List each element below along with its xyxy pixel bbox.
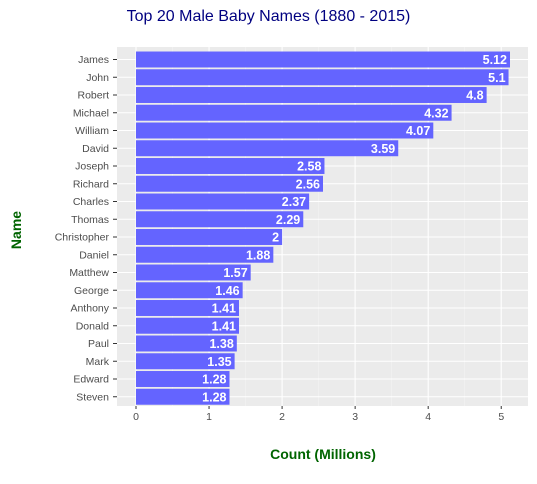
value-label: 1.41 bbox=[212, 319, 236, 333]
y-tick-label: Thomas bbox=[71, 214, 109, 226]
y-tick-label: Mark bbox=[86, 356, 110, 368]
y-tick-label: Edward bbox=[73, 374, 109, 386]
bar-joseph bbox=[136, 158, 325, 174]
x-tick-label: 3 bbox=[352, 411, 358, 423]
bar-david bbox=[136, 140, 399, 157]
y-tick-label: William bbox=[75, 125, 109, 137]
value-label: 1.46 bbox=[215, 284, 239, 298]
value-label: 1.28 bbox=[202, 373, 226, 387]
y-tick-label: Paul bbox=[88, 338, 109, 350]
bar-william bbox=[136, 122, 434, 139]
bar-steven bbox=[136, 388, 230, 405]
bar-john bbox=[136, 69, 509, 86]
value-label: 2.37 bbox=[282, 195, 306, 209]
bar-paul bbox=[136, 335, 237, 352]
bar-richard bbox=[136, 175, 323, 192]
y-tick-label: Michael bbox=[73, 107, 109, 119]
x-tick-label: 2 bbox=[279, 411, 285, 423]
y-tick-label: Robert bbox=[77, 90, 109, 102]
bar-donald bbox=[136, 317, 239, 334]
value-label: 2 bbox=[272, 231, 279, 245]
bar-edward bbox=[136, 371, 230, 387]
value-label: 1.38 bbox=[209, 337, 233, 351]
x-tick-label: 5 bbox=[498, 411, 504, 423]
y-axis-label: Name bbox=[8, 211, 24, 249]
x-axis-ticks: 0 1 2 3 4 5 bbox=[133, 406, 504, 423]
bar-james bbox=[136, 51, 510, 68]
value-label: 5.12 bbox=[483, 53, 507, 67]
y-tick-label: Richard bbox=[73, 178, 109, 190]
bar-mark bbox=[136, 353, 235, 370]
value-label: 2.56 bbox=[296, 177, 320, 191]
y-tick-label: David bbox=[82, 143, 109, 155]
bar-thomas bbox=[136, 211, 304, 228]
y-tick-label: Matthew bbox=[69, 267, 109, 279]
y-tick-label: Christopher bbox=[55, 232, 110, 244]
y-tick-label: Daniel bbox=[79, 249, 109, 261]
value-label: 1.88 bbox=[246, 248, 270, 262]
x-tick-label: 1 bbox=[206, 411, 212, 423]
bar-robert bbox=[136, 87, 487, 103]
value-label: 5.1 bbox=[488, 71, 505, 85]
value-labels: 5.125.14.84.324.073.592.582.562.372.2921… bbox=[202, 53, 507, 404]
bar-michael bbox=[136, 104, 452, 121]
value-label: 1.35 bbox=[207, 355, 231, 369]
value-label: 4.32 bbox=[424, 106, 448, 120]
y-tick-label: Charles bbox=[73, 196, 109, 208]
bar-matthew bbox=[136, 264, 251, 281]
x-axis-label: Count (Millions) bbox=[270, 446, 376, 462]
value-label: 4.8 bbox=[466, 89, 483, 103]
y-tick-label: Joseph bbox=[75, 161, 109, 173]
y-tick-label: George bbox=[74, 285, 109, 297]
bar-daniel bbox=[136, 246, 274, 263]
value-label: 2.29 bbox=[276, 213, 300, 227]
y-tick-label: John bbox=[86, 72, 109, 84]
value-label: 2.58 bbox=[297, 160, 321, 174]
x-tick-label: 0 bbox=[133, 411, 139, 423]
value-label: 1.41 bbox=[212, 302, 236, 316]
bar-george bbox=[136, 282, 243, 299]
bar-anthony bbox=[136, 300, 239, 316]
y-tick-label: Anthony bbox=[70, 303, 109, 315]
bar-christopher bbox=[136, 229, 283, 245]
y-tick-label: Steven bbox=[76, 391, 109, 403]
y-axis-ticks: James John Robert Michael William David Joseph… bbox=[55, 54, 117, 403]
value-label: 1.57 bbox=[223, 266, 247, 280]
bars bbox=[136, 51, 510, 405]
value-label: 3.59 bbox=[371, 142, 395, 156]
y-tick-label: Donald bbox=[76, 320, 109, 332]
bar-charles bbox=[136, 193, 310, 210]
value-label: 1.28 bbox=[202, 390, 226, 404]
x-tick-label: 4 bbox=[425, 411, 431, 423]
chart-title: Top 20 Male Baby Names (1880 - 2015) bbox=[126, 8, 411, 25]
y-tick-label: James bbox=[78, 54, 109, 66]
value-label: 4.07 bbox=[406, 124, 430, 138]
